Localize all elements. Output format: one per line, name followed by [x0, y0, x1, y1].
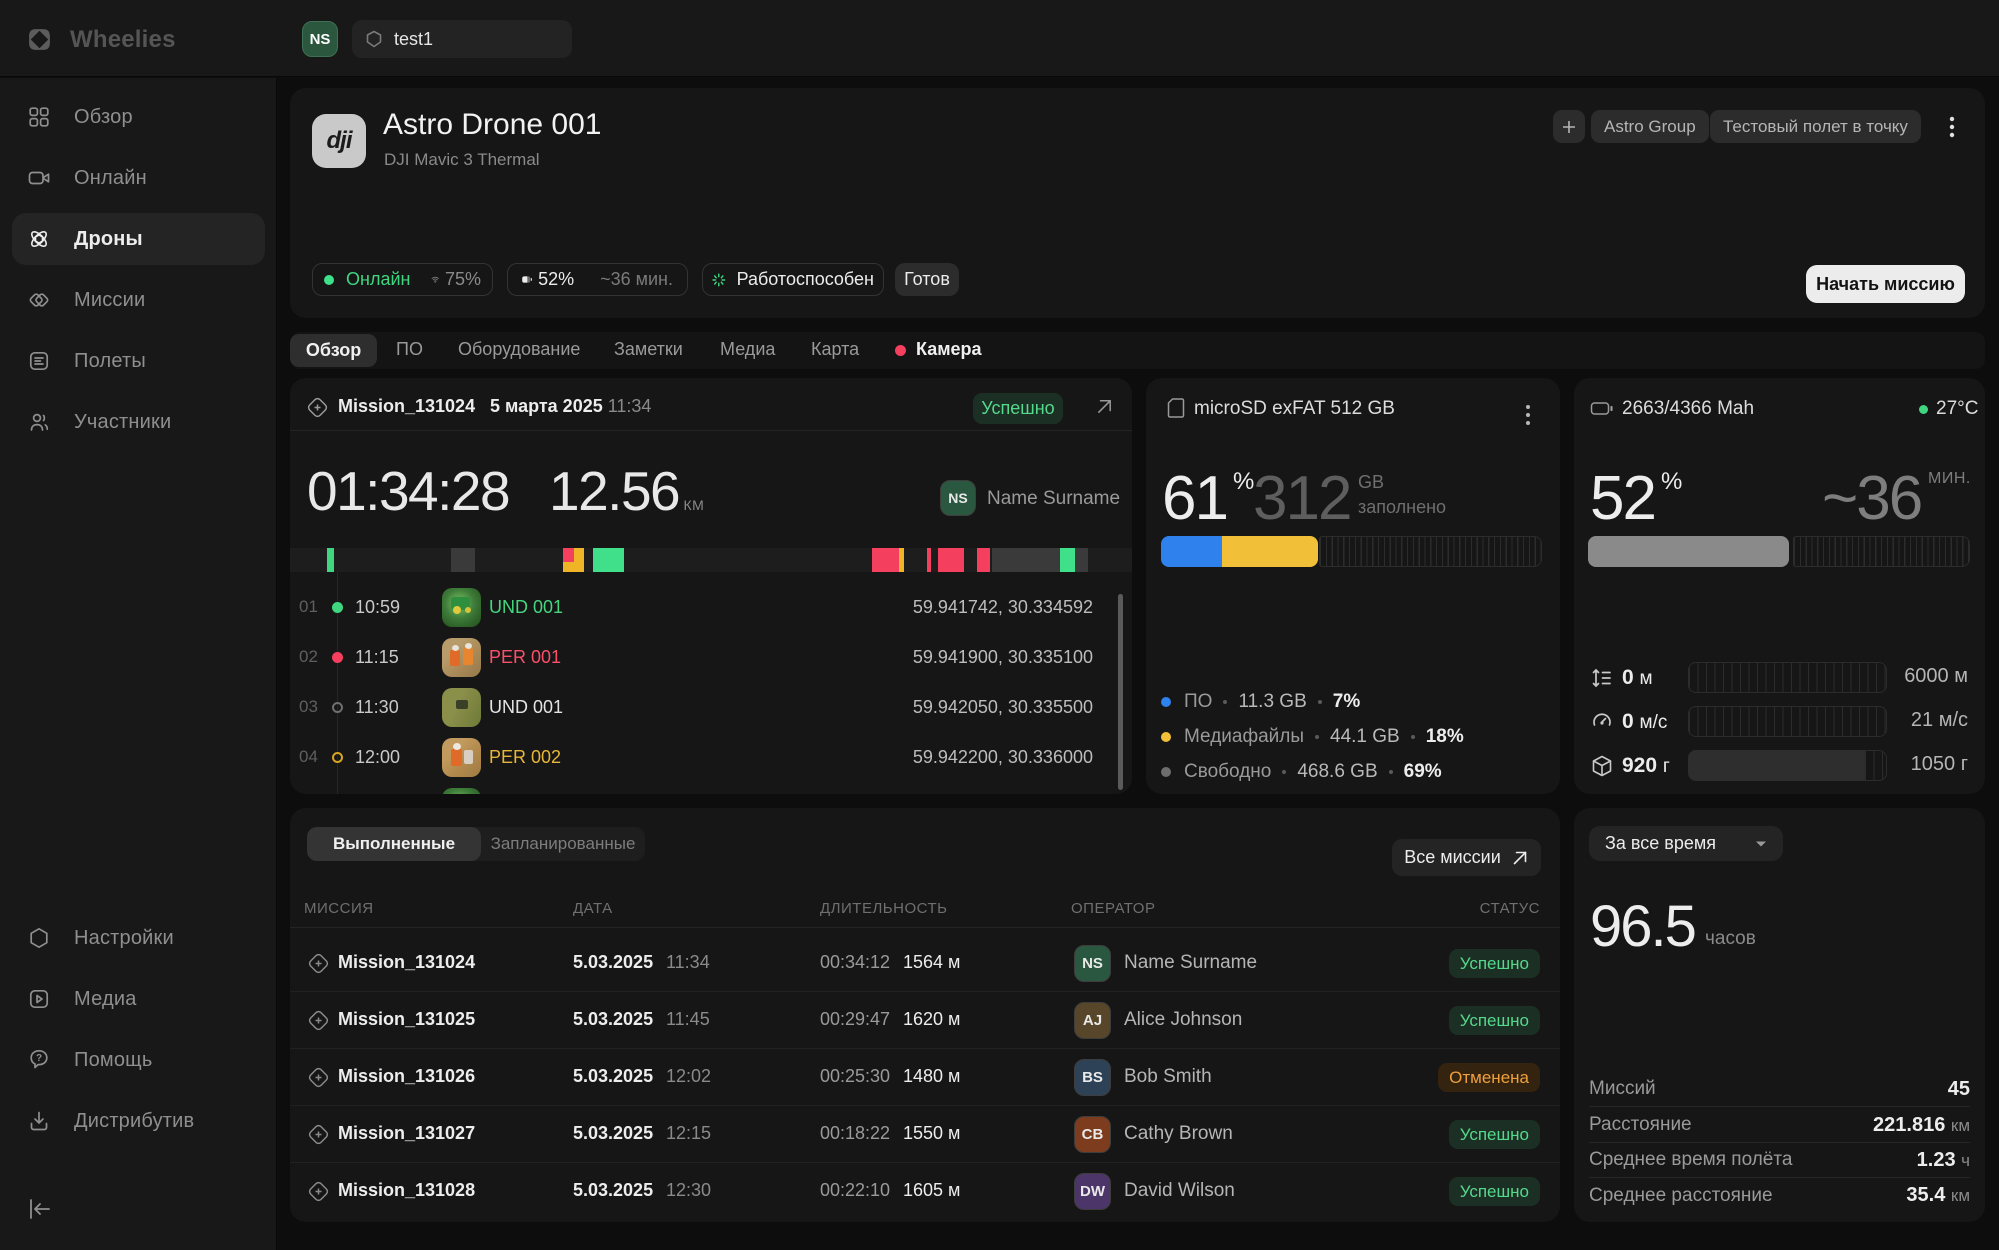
svg-text:?: ? — [36, 1053, 42, 1064]
